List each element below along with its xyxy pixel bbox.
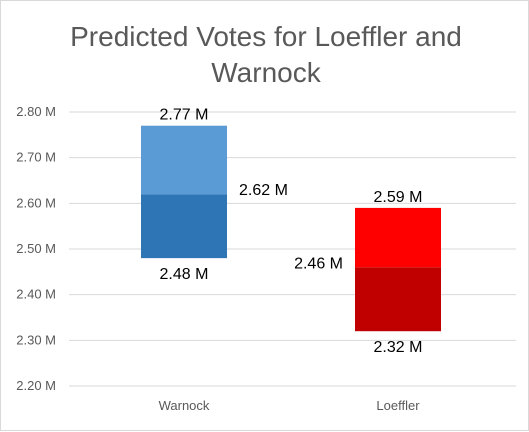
y-tick-label: 2.30 M xyxy=(16,332,56,347)
chart-title: Predicted Votes for Loeffler and Warnock xyxy=(70,21,462,88)
bar-upper-segment xyxy=(355,207,441,268)
bar-lower-segment xyxy=(141,194,227,259)
y-tick-label: 2.50 M xyxy=(16,241,56,256)
bar-lower-segment xyxy=(355,267,441,332)
data-label-mid: 2.46 M xyxy=(294,255,343,272)
data-label-mid: 2.62 M xyxy=(239,182,288,199)
data-label-high: 2.59 M xyxy=(374,189,423,206)
data-label-low: 2.48 M xyxy=(160,266,209,283)
y-tick-label: 2.40 M xyxy=(16,287,56,302)
data-label-high: 2.77 M xyxy=(160,107,209,124)
x-category-label: Warnock xyxy=(159,398,210,413)
y-tick-label: 2.20 M xyxy=(16,378,56,393)
y-tick-label: 2.80 M xyxy=(16,104,56,119)
bar-upper-segment xyxy=(141,125,227,195)
y-tick-label: 2.70 M xyxy=(16,150,56,165)
y-tick-label: 2.60 M xyxy=(16,195,56,210)
data-label-low: 2.32 M xyxy=(374,339,423,356)
x-category-label: Loeffler xyxy=(376,398,420,413)
